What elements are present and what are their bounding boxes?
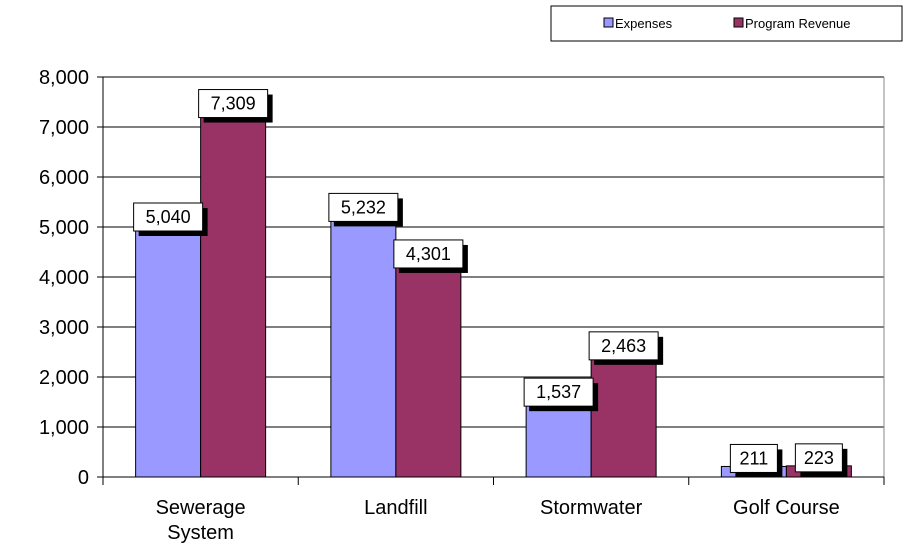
y-tick-label: 1,000 — [39, 417, 89, 439]
data-label-box — [393, 239, 464, 269]
data-label: 1,537 — [536, 382, 581, 402]
y-tick-label: 3,000 — [39, 317, 89, 339]
legend-swatch — [603, 17, 614, 28]
y-tick-label: 0 — [78, 467, 89, 489]
x-tick-label: Stormwater — [540, 497, 643, 519]
data-label: 2,463 — [601, 336, 646, 356]
y-tick-label: 6,000 — [39, 167, 89, 189]
y-axis: 0 1,000 2,000 3,000 4,000 5,000 6,000 7,000 8,00… — [39, 67, 104, 489]
data-label: 211 — [740, 448, 769, 468]
y-tick-label: 2,000 — [39, 367, 89, 389]
y-tick-label: 4,000 — [39, 267, 89, 289]
y-tick-label: 5,000 — [39, 217, 89, 239]
y-tick-label: 8,000 — [39, 67, 89, 89]
legend-label: Expenses — [615, 16, 673, 31]
data-labels: 5,040 7,309 5,232 4,301 1,537 2,463 211 223 — [133, 89, 848, 478]
legend: Expenses Program Revenue — [550, 5, 903, 42]
bar-program-revenue — [590, 353, 657, 478]
x-tick-label: Landfill — [364, 497, 427, 519]
data-label: 223 — [804, 448, 834, 468]
data-label-box — [133, 202, 204, 232]
bar-expenses — [330, 214, 397, 478]
y-tick-label: 7,000 — [39, 117, 89, 139]
data-label-box — [588, 331, 659, 361]
data-label-box — [794, 443, 843, 473]
bars — [135, 111, 852, 478]
data-label: 5,040 — [146, 207, 191, 227]
bar-expenses — [525, 399, 592, 478]
x-axis: Sewerage System Landfill Stormwater Golf Cou… — [102, 476, 885, 544]
bar-expenses — [135, 224, 202, 478]
x-tick-label: Golf Course — [733, 497, 840, 519]
data-label: 7,309 — [211, 94, 256, 114]
data-label-box — [198, 89, 269, 119]
data-label: 5,232 — [341, 197, 386, 217]
x-tick-label: Sewerage System — [156, 497, 246, 544]
data-label-box — [523, 377, 594, 407]
legend-swatch — [733, 17, 744, 28]
legend-label: Program Revenue — [745, 16, 851, 31]
bar-program-revenue — [395, 261, 462, 478]
data-label-box — [729, 443, 778, 473]
bar-program-revenue — [200, 111, 267, 478]
data-label-box — [328, 192, 399, 222]
data-label: 4,301 — [406, 244, 451, 264]
